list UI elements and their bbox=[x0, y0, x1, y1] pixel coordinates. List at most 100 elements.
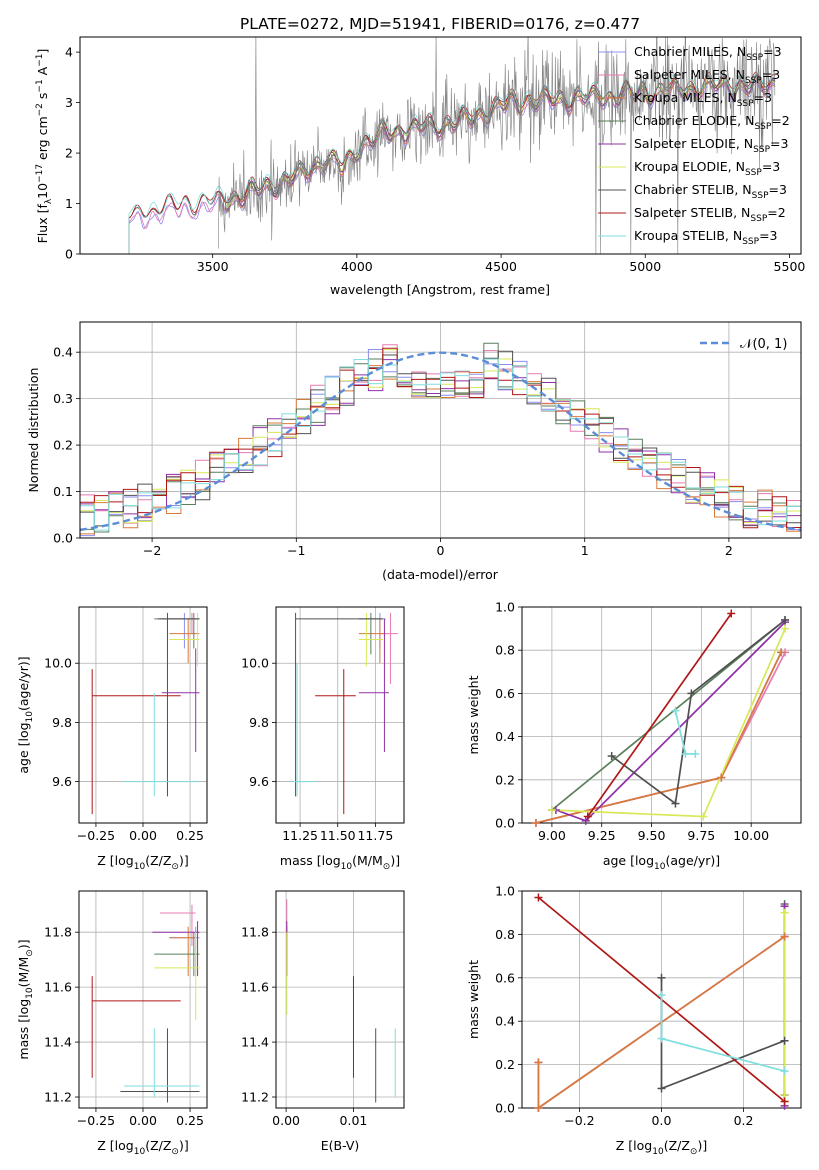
plot-area bbox=[128, 37, 776, 254]
x-axis-label: (data-model)/error bbox=[382, 567, 499, 582]
x-tick-label: −2 bbox=[143, 543, 161, 558]
residual-histogram bbox=[80, 358, 801, 531]
x-tick-label: 0.25 bbox=[176, 1113, 204, 1128]
spectrum-legend: Chabrier MILES, NSSP=3 Salpeter MILES, NS… bbox=[598, 44, 790, 247]
model-spectrum-line bbox=[224, 75, 776, 207]
weight-line bbox=[660, 995, 785, 1072]
axes-weight-vs-Z: −0.2 0.0 0.2 0.0 0.2 0.4 0.6 0.8 1.0 Z [log10(Z/Z… bbox=[466, 884, 802, 1157]
y-tick-label: 11.4 bbox=[44, 1035, 72, 1050]
y-tick-label: 0.4 bbox=[495, 1014, 515, 1029]
x-tick-label: 0.0 bbox=[652, 1113, 672, 1128]
y-tick-label: 0.0 bbox=[53, 531, 73, 546]
x-axis-label: wavelength [Angstrom, rest frame] bbox=[330, 282, 550, 297]
x-tick-label: 5500 bbox=[774, 259, 806, 274]
y-axis-label: Normed distribution bbox=[26, 368, 41, 493]
y-axis-label: Flux [fλ10−17 erg cm−2 s−1 A−1] bbox=[35, 49, 54, 244]
axes-spectrum: 3500 4000 4500 5000 5500 0 1 2 3 4 wavelength [Ang… bbox=[35, 36, 806, 297]
weight-line bbox=[535, 652, 786, 823]
plot-area bbox=[79, 607, 207, 823]
y-tick-label: 0.4 bbox=[53, 345, 73, 360]
axes-mass-vs-Z: −0.25 0.00 0.25 11.2 11.4 11.6 11.8 Z [log10(Z/… bbox=[16, 890, 208, 1157]
plot-area bbox=[276, 607, 404, 823]
x-tick-label: −0.25 bbox=[77, 828, 115, 843]
legend-label: Chabrier ELODIE, NSSP=2 bbox=[634, 113, 790, 132]
y-axis-label: mass [log10(M/M⊙)] bbox=[16, 939, 35, 1059]
y-tick-label: 0.3 bbox=[53, 391, 73, 406]
y-tick-label: 9.8 bbox=[52, 715, 72, 730]
axes-frame bbox=[521, 606, 802, 824]
y-tick-label: 1.0 bbox=[495, 884, 515, 899]
legend-label: 𝒩(0, 1) bbox=[740, 337, 787, 352]
plot-area bbox=[522, 607, 801, 823]
x-tick-label: 9.25 bbox=[588, 828, 616, 843]
axes-frame bbox=[275, 606, 405, 824]
weight-line bbox=[537, 935, 786, 1108]
x-tick-label: 0.00 bbox=[272, 1113, 300, 1128]
y-axis-label: mass weight bbox=[466, 960, 481, 1039]
x-tick-label: −0.2 bbox=[564, 1113, 594, 1128]
x-tick-label: 11.50 bbox=[320, 828, 356, 843]
y-tick-label: 10.0 bbox=[44, 656, 72, 671]
x-tick-label: 3500 bbox=[197, 259, 229, 274]
axes-mass-vs-ebv: 0.00 0.01 11.2 11.4 11.6 11.8 E(B-V) bbox=[241, 890, 405, 1153]
axes-age-vs-mass: 11.25 11.50 11.75 9.6 9.8 10.0 mass [log10(M/M… bbox=[241, 606, 405, 872]
legend-label: Salpeter MILES, NSSP=3 bbox=[634, 67, 780, 86]
y-tick-label: 0 bbox=[65, 247, 73, 262]
axes-age-vs-Z: −0.25 0.00 0.25 9.6 9.8 10.0 Z [log10(Z/Z⊙)] ag… bbox=[16, 606, 208, 872]
y-tick-label: 0.0 bbox=[495, 816, 515, 831]
weight-line bbox=[587, 613, 732, 817]
y-tick-label: 1.0 bbox=[495, 600, 515, 615]
y-tick-label: 0.4 bbox=[495, 729, 515, 744]
y-tick-label: 11.2 bbox=[44, 1090, 72, 1105]
x-axis-label: Z [log10(Z/Z⊙)] bbox=[97, 853, 188, 872]
y-tick-label: 11.4 bbox=[241, 1035, 269, 1050]
y-tick-label: 0.1 bbox=[53, 484, 73, 499]
y-axis-label: mass weight bbox=[466, 675, 481, 754]
weight-line bbox=[551, 619, 786, 811]
y-tick-label: 0.2 bbox=[53, 438, 73, 453]
x-tick-label: 0.01 bbox=[340, 1113, 368, 1128]
axes-residuals: −2 −1 0 1 2 0.0 0.1 0.2 0.3 0.4 𝒩(0, 1) (data-model… bbox=[26, 321, 802, 582]
x-axis-label: E(B-V) bbox=[321, 1138, 360, 1153]
x-tick-label: 0.25 bbox=[176, 828, 204, 843]
y-tick-label: 11.6 bbox=[44, 980, 72, 995]
y-tick-label: 0.2 bbox=[495, 1057, 515, 1072]
x-axis-label: mass [log10(M/M⊙)] bbox=[280, 853, 400, 872]
x-tick-label: 4500 bbox=[485, 259, 517, 274]
gaussian-curve bbox=[80, 351, 801, 532]
legend-label: Chabrier STELIB, NSSP=3 bbox=[634, 182, 787, 201]
x-tick-label: 9.75 bbox=[687, 828, 715, 843]
y-tick-label: 0.2 bbox=[495, 772, 515, 787]
legend-label: Kroupa STELIB, NSSP=3 bbox=[634, 228, 778, 247]
legend-label: Salpeter STELIB, NSSP=2 bbox=[634, 205, 786, 224]
y-tick-label: 11.2 bbox=[241, 1090, 269, 1105]
y-tick-label: 9.6 bbox=[52, 774, 72, 789]
weight-line bbox=[535, 652, 782, 823]
y-tick-label: 0.8 bbox=[495, 643, 515, 658]
y-tick-label: 11.8 bbox=[44, 925, 72, 940]
x-tick-label: 9.00 bbox=[538, 828, 566, 843]
y-tick-label: 0.6 bbox=[495, 970, 515, 985]
x-tick-label: −1 bbox=[287, 543, 305, 558]
legend-label: Chabrier MILES, NSSP=3 bbox=[634, 44, 782, 63]
x-tick-label: 11.75 bbox=[357, 828, 393, 843]
y-tick-label: 9.6 bbox=[249, 774, 269, 789]
axes-weight-vs-age: 9.00 9.25 9.50 9.75 10.00 0.0 0.2 0.4 0.6 0.8 1.0 a… bbox=[466, 600, 802, 872]
x-tick-label: −0.25 bbox=[77, 1113, 115, 1128]
plot-area bbox=[79, 891, 207, 1108]
x-tick-label: 4000 bbox=[341, 259, 373, 274]
x-tick-label: 5000 bbox=[629, 259, 661, 274]
y-tick-label: 4 bbox=[65, 45, 73, 60]
x-tick-label: 2 bbox=[725, 543, 733, 558]
x-tick-label: 11.25 bbox=[282, 828, 318, 843]
y-tick-label: 9.8 bbox=[249, 715, 269, 730]
y-tick-label: 10.0 bbox=[241, 656, 269, 671]
y-tick-label: 3 bbox=[65, 95, 73, 110]
plot-layer: 3500 4000 4500 5000 5500 0 1 2 3 4 wavelength [Ang… bbox=[16, 36, 806, 1157]
y-tick-label: 1 bbox=[65, 196, 73, 211]
x-tick-label: 9.50 bbox=[638, 828, 666, 843]
y-tick-label: 11.6 bbox=[241, 980, 269, 995]
weight-line bbox=[660, 977, 785, 1090]
y-tick-label: 0.6 bbox=[495, 686, 515, 701]
